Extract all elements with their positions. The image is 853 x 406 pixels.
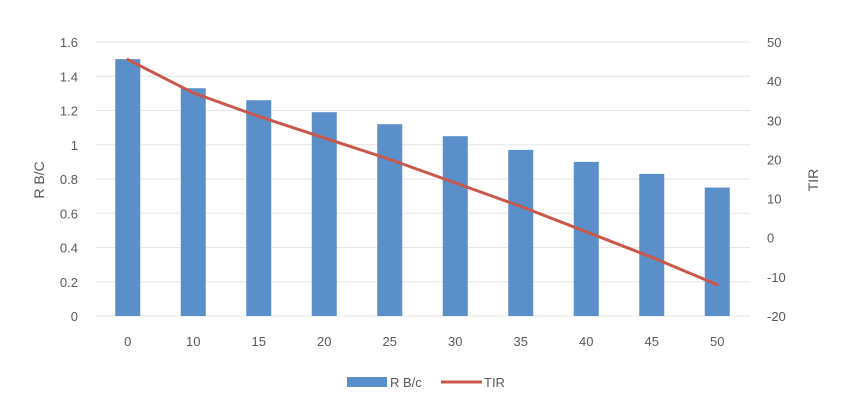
x-tick-label: 10 [186,334,200,349]
bar [573,161,599,316]
x-tick-label: 0 [124,334,131,349]
legend-label-tir: TIR [484,375,505,390]
bar [639,173,665,316]
right-tick-label: 0 [767,231,774,246]
bar [311,112,337,317]
legend-swatch-rbc [347,377,387,387]
right-axis-title: TIR [805,169,821,192]
x-tick-label: 25 [383,334,397,349]
line-series-tir [126,58,719,287]
x-tick-label: 35 [514,334,528,349]
left-tick-label: 0.6 [60,206,78,221]
x-tick-label: 30 [448,334,462,349]
bar [377,124,403,316]
right-tick-label: 30 [767,113,781,128]
left-axis-title: R B/C [31,161,47,198]
left-tick-label: 0.2 [60,275,78,290]
x-tick-label: 40 [579,334,593,349]
bar [442,136,468,316]
bar [508,149,534,316]
left-tick-label: 1 [71,138,78,153]
bar-series-rbc [115,59,730,317]
tir-line [126,58,719,287]
left-tick-label: 0.8 [60,172,78,187]
bar [115,59,141,316]
x-tick-label: 45 [645,334,659,349]
left-tick-label: 1.4 [60,69,78,84]
left-axis-ticks: 0 0.2 0.4 0.6 0.8 1 1.2 1.4 1.6 [60,35,78,324]
x-tick-label: 50 [710,334,724,349]
left-tick-label: 0 [71,309,78,324]
right-tick-label: 20 [767,152,781,167]
legend-label-rbc: R B/c [390,375,422,390]
right-tick-label: 50 [767,35,781,50]
bar [704,187,730,316]
right-tick-label: -20 [767,309,786,324]
bar [180,88,206,316]
left-tick-label: 1.6 [60,35,78,50]
x-tick-label: 15 [252,334,266,349]
x-axis-ticks: 0 10 15 20 25 30 35 40 45 50 [124,334,724,349]
right-tick-label: -10 [767,270,786,285]
bar [246,100,272,316]
right-axis-ticks: -20 -10 0 10 20 30 40 50 [767,35,786,324]
legend: R B/c TIR [347,375,505,390]
right-tick-label: 10 [767,192,781,207]
left-tick-label: 0.4 [60,241,78,256]
left-tick-label: 1.2 [60,104,78,119]
x-tick-label: 20 [317,334,331,349]
right-tick-label: 40 [767,74,781,89]
